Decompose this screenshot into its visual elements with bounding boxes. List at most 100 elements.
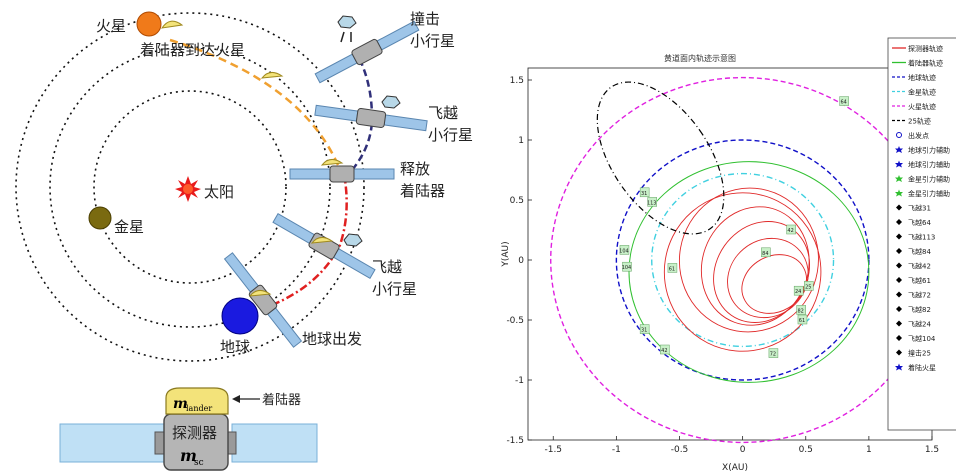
right-solar-panel-body (231, 423, 318, 463)
flyby-marker (667, 263, 678, 273)
asteroid-flyby-b-icon (343, 233, 363, 247)
probe-trajectory-loop (727, 237, 809, 319)
flyby-marker-label: 72 (770, 352, 776, 358)
flyby-marker-label: 104 (619, 248, 629, 254)
legend-entry: 着陆器轨迹 (908, 59, 943, 68)
x-tick-label: 1 (866, 445, 872, 455)
legend-marker (896, 233, 902, 240)
x-tick-label: 0 (740, 445, 746, 455)
legend-marker (895, 175, 903, 182)
legend-entry: 25轨迹 (908, 117, 931, 126)
y-axis-label: Y(AU) (501, 241, 511, 267)
earth-orbit (49, 46, 331, 328)
probe-mass-subscript: sc (194, 458, 204, 468)
release-lander-label-line1: 释放 (400, 160, 430, 178)
legend-entry: 飞越72 (908, 291, 931, 300)
flyby-marker (793, 285, 804, 296)
sun-label: 太阳 (204, 183, 234, 201)
legend-entry: 飞越104 (908, 334, 936, 343)
legend-marker (896, 291, 902, 298)
legend-marker (896, 219, 902, 225)
legend-entry: 飞越31 (908, 204, 931, 213)
legend-entry: 金星轨迹 (908, 88, 936, 97)
legend-entry: 地球轨迹 (908, 73, 936, 82)
flyby-marker-label: 24 (795, 289, 801, 295)
spacecraft-departure-icon (223, 252, 303, 348)
legend-marker (896, 306, 902, 312)
y-tick-label: -0.5 (506, 316, 524, 326)
x-tick-label: 0.5 (799, 445, 813, 455)
trajectory-chart: 黄道面内轨迹示意图 -1.5 -1 -0.5 0 0.5 1 1.5 1.5 1 0.5 0 -0.5… (501, 37, 956, 473)
lander-body (165, 387, 229, 415)
flyby-marker (797, 314, 808, 325)
legend-marker (896, 262, 902, 269)
flyby-marker-label: 25 (805, 284, 811, 290)
asteroid-impact-icon (337, 15, 357, 43)
probe-route-early (271, 179, 348, 307)
flyby-marker (768, 348, 779, 358)
legend-entry: 飞越64 (908, 218, 931, 227)
mars-orbit (15, 12, 365, 362)
asteroid-25-trajectory (596, 81, 725, 235)
flyby-marker-label: 104 (622, 265, 632, 271)
legend-marker (896, 277, 902, 283)
lander-to-mars-label: 着陆器到达火星 (140, 41, 245, 59)
y-tick-label: 0.5 (510, 196, 524, 206)
asteroid-flyby-a-icon (381, 95, 401, 109)
lander-mass-symbol: m (173, 396, 188, 412)
legend-entry: 金星引力辅助 (908, 189, 950, 198)
flyby-marker-label: 31 (641, 191, 647, 197)
spacecraft-flyby-a-icon (314, 104, 428, 132)
release-lander-label-line2: 着陆器 (400, 182, 445, 200)
solar-system-diagram: 太阳 金星 火星 地球 着陆器到达火星 撞击 小行星 (15, 10, 473, 362)
legend-entry: 火星轨迹 (908, 102, 936, 111)
venus-icon (88, 206, 112, 230)
venus-orbit (93, 90, 287, 284)
legend-entry: 探测器轨迹 (908, 44, 943, 53)
flyby-marker (761, 247, 771, 258)
lander-route (169, 38, 340, 166)
x-tick-label: -0.5 (671, 445, 689, 455)
legend-entry: 金星引力辅助 (908, 175, 950, 184)
legend-marker (895, 363, 903, 371)
lander-flyby-b-icon (310, 237, 334, 244)
probe-mass-symbol: m (180, 446, 197, 465)
flyby-marker-label: 42 (787, 228, 793, 234)
legend-entry: 飞越42 (908, 262, 931, 271)
x-axis-label: X(AU) (722, 463, 748, 473)
probe-trajectory-loop (741, 254, 807, 314)
axes-ticks: -1.5 -1 -0.5 0 0.5 1 1.5 1.5 1 0.5 0 -0.5 -1 -1.5 (506, 76, 939, 455)
plot-area (527, 67, 933, 441)
flyby-marker-label: 61 (669, 266, 675, 272)
legend-marker (896, 248, 902, 254)
spacecraft-release-icon (289, 165, 395, 183)
orbit-地球轨迹 (615, 139, 870, 381)
earth-icon (221, 297, 259, 335)
probe-trajectory-loop (678, 187, 819, 333)
legend-entry: 撞击25 (908, 349, 931, 358)
flyby-marker-label: 82 (798, 308, 804, 314)
mars-icon (136, 11, 162, 37)
flyby-marker-label: 61 (799, 318, 805, 324)
lander-pointer-arrowhead (232, 395, 240, 403)
x-tick-label: -1 (612, 445, 621, 455)
sun-icon (175, 176, 201, 202)
lander-release-icon (320, 159, 344, 166)
flyby-asteroid-a-label-line1: 飞越 (428, 104, 458, 122)
chart-title: 黄道面内轨迹示意图 (664, 53, 736, 63)
legend-entry: 飞越61 (908, 276, 931, 285)
flyby-marker (796, 305, 806, 315)
flyby-marker-label: 64 (840, 100, 846, 106)
y-tick-label: 1 (518, 136, 524, 146)
y-tick-label: 0 (518, 256, 524, 266)
legend-entry: 地球引力辅助 (908, 160, 950, 169)
lander-schematic-label: 着陆器 (262, 392, 301, 408)
legend-marker (896, 320, 902, 327)
legend-marker (896, 204, 902, 211)
flyby-asteroid-b-label-line2: 小行星 (372, 280, 417, 298)
flyby-marker (647, 197, 657, 207)
legend-entry: 飞越113 (908, 233, 935, 242)
legend-entry: 地球引力辅助 (908, 146, 950, 155)
